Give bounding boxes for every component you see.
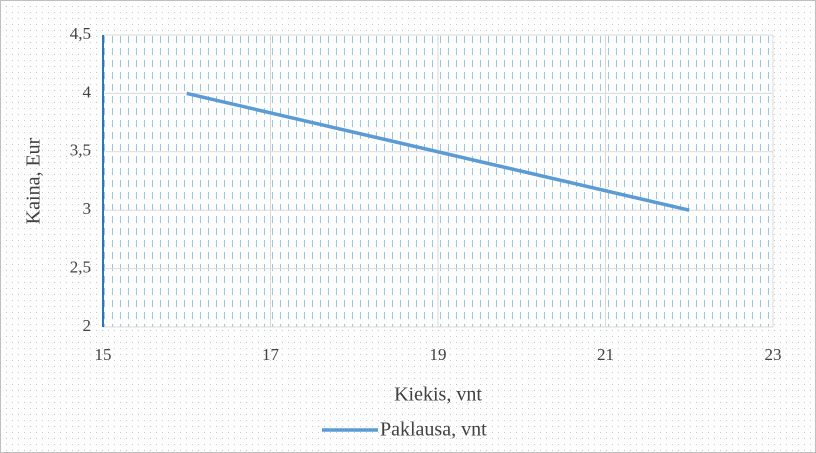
y-tick-label: 3,5 — [70, 141, 91, 160]
y-tick-label: 3 — [83, 199, 92, 218]
y-axis-label: Kaina, Eur — [23, 137, 45, 224]
legend-label: Paklausa, vnt — [380, 419, 487, 441]
y-tick-label: 2,5 — [70, 258, 91, 277]
x-tick-label: 19 — [430, 345, 447, 364]
x-axis-label: Kiekis, vnt — [394, 384, 482, 406]
y-tick-label: 4,5 — [70, 24, 91, 43]
y-tick-label: 4 — [83, 82, 92, 101]
x-tick-label: 23 — [765, 345, 782, 364]
x-tick-label: 15 — [95, 345, 112, 364]
y-tick-label: 2 — [83, 316, 92, 335]
x-tick-label: 17 — [262, 345, 280, 364]
series-line — [186, 91, 690, 212]
x-tick-label: 21 — [597, 345, 614, 364]
